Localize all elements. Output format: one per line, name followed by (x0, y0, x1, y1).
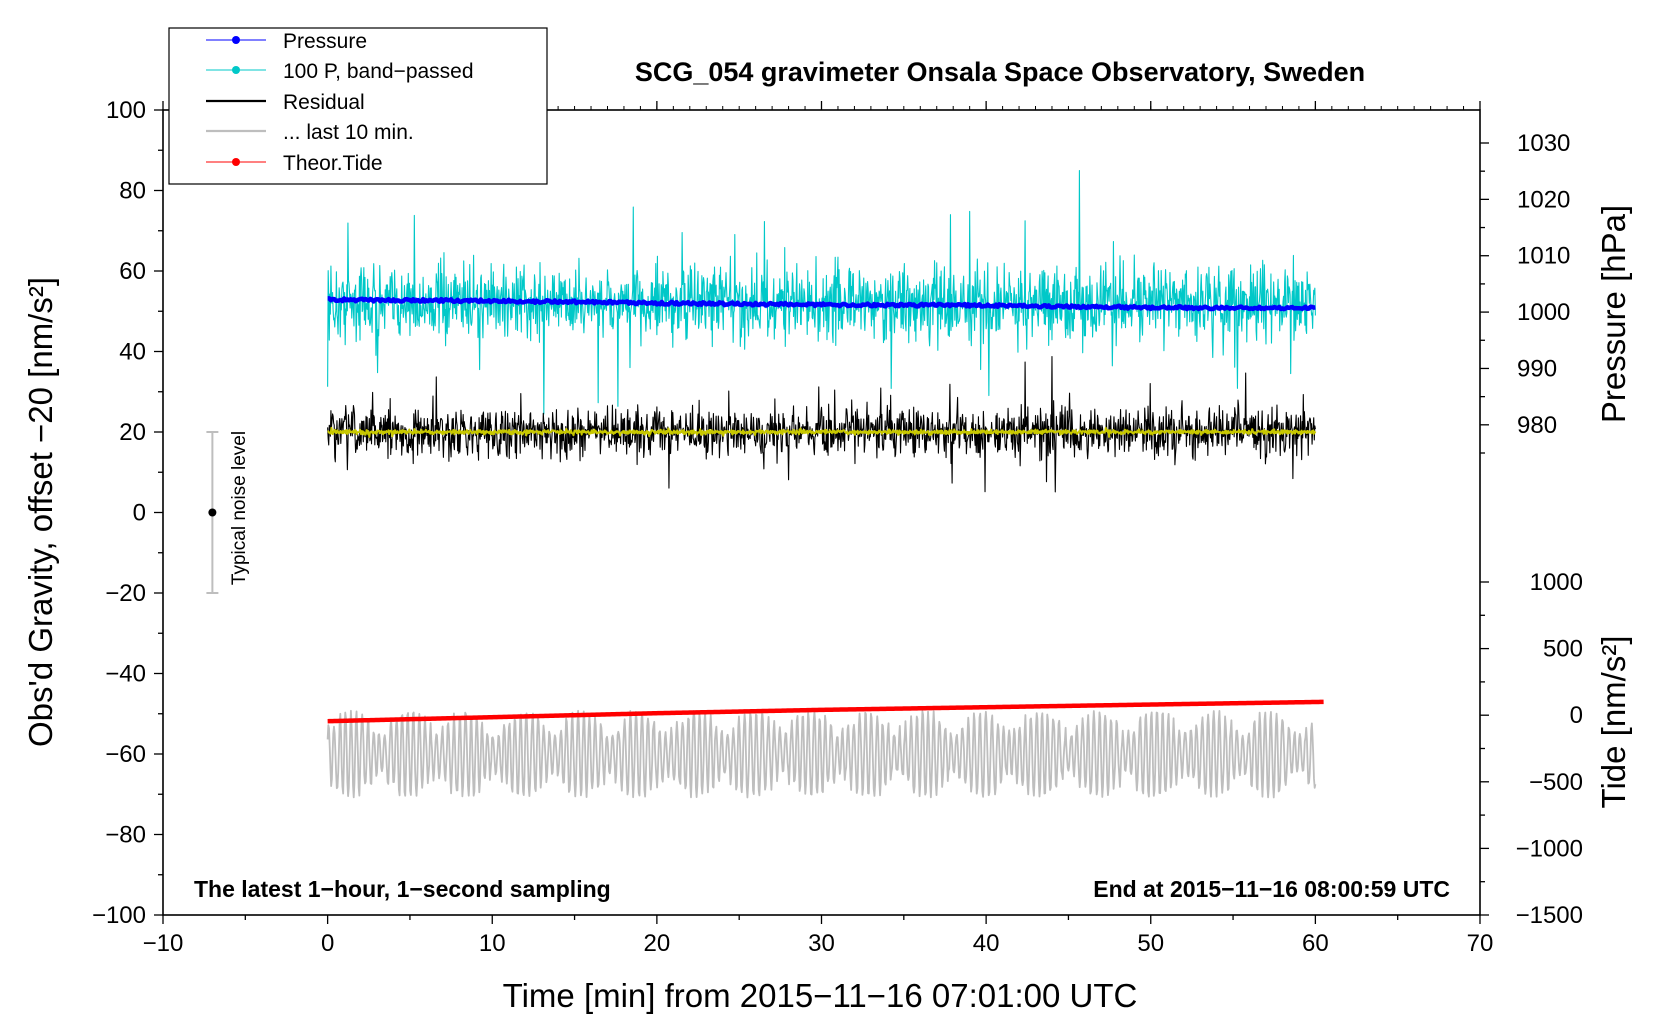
y-tick-label: −60 (105, 741, 146, 768)
noise-level-label: Typical noise level (229, 431, 250, 585)
pressure-tick-label: 1020 (1517, 186, 1570, 213)
x-tick-label: 60 (1302, 930, 1329, 957)
y-tick-label: 20 (119, 419, 146, 446)
chart-title: SCG_054 gravimeter Onsala Space Observat… (635, 57, 1365, 87)
legend-label-tide: Theor.Tide (283, 152, 383, 175)
tide-tick-label: 0 (1570, 702, 1583, 729)
y-tick-label: 100 (106, 97, 146, 124)
series-100-p-band-passed (327, 170, 1316, 415)
y-axis-label-pressure: Pressure [hPa] (1595, 205, 1632, 423)
x-tick-label: 20 (644, 930, 671, 957)
tide-tick-label: −500 (1529, 769, 1583, 796)
legend-swatch-marker (232, 66, 240, 74)
noise-bar-layer (206, 431, 219, 594)
legend-label-last10min: ... last 10 min. (283, 121, 414, 144)
x-tick-label: 10 (479, 930, 506, 957)
x-tick-label: 0 (321, 930, 334, 957)
legend: Pressure 100 P, band−passed Residual ...… (168, 27, 548, 185)
y-tick-label: −100 (92, 902, 146, 929)
pressure-tick-label: 990 (1517, 355, 1557, 382)
plot-frame (162, 109, 1481, 916)
series-pressure (327, 296, 1316, 312)
noise-bar-center-point (208, 508, 217, 517)
x-tick-label: 30 (808, 930, 835, 957)
legend-swatch-marker (232, 36, 240, 44)
pressure-tick-label: 980 (1517, 412, 1557, 439)
legend-label-residual: Residual (283, 91, 365, 114)
x-tick-label: 40 (973, 930, 1000, 957)
tide-tick-label: −1000 (1516, 835, 1583, 862)
series-theor-tide (327, 699, 1325, 724)
pressure-tick-label: 1010 (1517, 243, 1570, 270)
y-tick-label: −20 (105, 580, 146, 607)
x-tick-label: 50 (1137, 930, 1164, 957)
y-tick-label: 40 (119, 339, 146, 366)
pressure-tick-label: 1030 (1517, 130, 1570, 157)
pressure-tick-label: 1000 (1517, 299, 1570, 326)
legend-label-bandpassed: 100 P, band−passed (283, 60, 474, 83)
series--last-10-min (326, 709, 1317, 799)
legend-box (168, 27, 548, 185)
tide-tick-label: 500 (1543, 636, 1583, 663)
legend-swatches (206, 36, 266, 166)
tick-layer: −10 0 10 20 30 40 50 60 70100806040200−20−40−60−… (92, 97, 1583, 957)
end-time-annotation: End at 2015−11−16 08:00:59 UTC (1093, 876, 1450, 902)
y-tick-label: 0 (133, 500, 146, 527)
legend-label-pressure: Pressure (283, 30, 367, 53)
sampling-annotation: The latest 1−hour, 1−second sampling (194, 876, 611, 902)
x-axis-label: Time [min] from 2015−11−16 07:01:00 UTC (503, 977, 1138, 1014)
y-axis-label-tide: Tide [nm/s²] (1595, 636, 1632, 809)
y-tick-label: 80 (119, 178, 146, 205)
y-axis-label-gravity: Obs'd Gravity, offset −20 [nm/s²] (22, 277, 59, 747)
series-residual (327, 356, 1316, 493)
x-tick-label: 70 (1467, 930, 1494, 957)
y-tick-label: 60 (119, 258, 146, 285)
tide-tick-label: −1500 (1516, 902, 1583, 929)
y-tick-label: −40 (105, 661, 146, 688)
series-layer (326, 170, 1325, 799)
legend-swatch-marker (232, 158, 240, 166)
x-tick-label: −10 (143, 930, 184, 957)
series-residual-smoothed (327, 426, 1317, 438)
y-tick-label: −80 (105, 822, 146, 849)
tide-tick-label: 1000 (1530, 569, 1583, 596)
